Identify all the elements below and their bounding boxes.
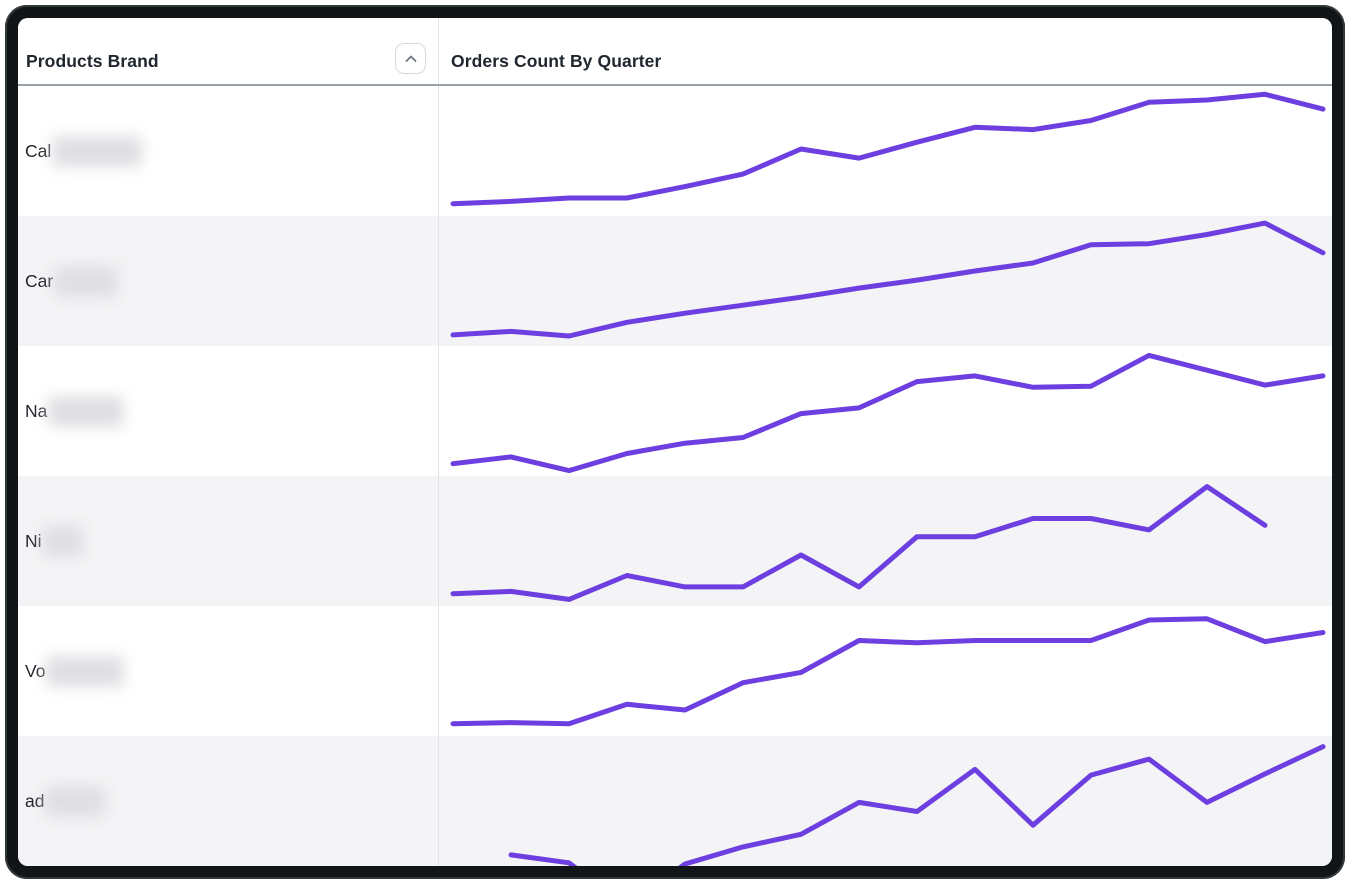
sparkline-cell [438, 346, 1332, 476]
brand-label-text: Ni [25, 530, 42, 551]
brand-column-header: Products Brand [18, 18, 438, 84]
table-row: ad [18, 736, 1332, 866]
table-row: Na [18, 346, 1332, 476]
brand-label-cell: Cal [18, 86, 438, 216]
orders-sparkline [450, 484, 1268, 602]
table-body: Cal Car Na Ni Vo ad [18, 86, 1332, 866]
redacted-text-blur [45, 785, 106, 817]
chevron-up-icon [402, 50, 420, 68]
sparkline-cell [438, 86, 1332, 216]
brand-label-cell: Ni [18, 476, 438, 606]
brand-label-text: ad [25, 790, 45, 811]
redacted-text-blur [54, 265, 119, 297]
brand-label-cell: Car [18, 216, 438, 346]
orders-sparkline [450, 352, 1326, 474]
table-header: Products Brand Orders Count By Quarter [18, 18, 1332, 86]
sparkline-cell [438, 606, 1332, 736]
table-row: Car [18, 216, 1332, 346]
sort-button[interactable] [395, 43, 426, 74]
screenshot-frame: Products Brand Orders Count By Quarter C… [5, 5, 1345, 879]
table-row: Cal [18, 86, 1332, 216]
sparkline-cell [438, 736, 1332, 866]
orders-column-header: Orders Count By Quarter [438, 18, 1332, 84]
orders-sparkline [508, 744, 1326, 866]
brand-label-text: Car [25, 270, 54, 291]
brand-label-text: Cal [25, 140, 52, 161]
table-row: Vo [18, 606, 1332, 736]
table-row: Ni [18, 476, 1332, 606]
brand-label-cell: Na [18, 346, 438, 476]
redacted-text-blur [48, 395, 125, 427]
redacted-text-blur [42, 525, 83, 557]
brand-label-cell: Vo [18, 606, 438, 736]
redacted-text-blur [46, 655, 125, 687]
brand-label-text: Vo [25, 660, 46, 681]
brand-column-title: Products Brand [26, 51, 159, 71]
orders-sparkline [450, 616, 1326, 727]
sparkline-cell [438, 216, 1332, 346]
orders-sparkline [450, 91, 1326, 207]
table-panel: Products Brand Orders Count By Quarter C… [18, 18, 1332, 866]
redacted-text-blur [52, 135, 143, 167]
sparkline-cell [438, 476, 1332, 606]
brand-label-cell: ad [18, 736, 438, 866]
brand-label-text: Na [25, 400, 48, 421]
orders-sparkline [450, 220, 1326, 339]
orders-column-title: Orders Count By Quarter [451, 51, 662, 71]
